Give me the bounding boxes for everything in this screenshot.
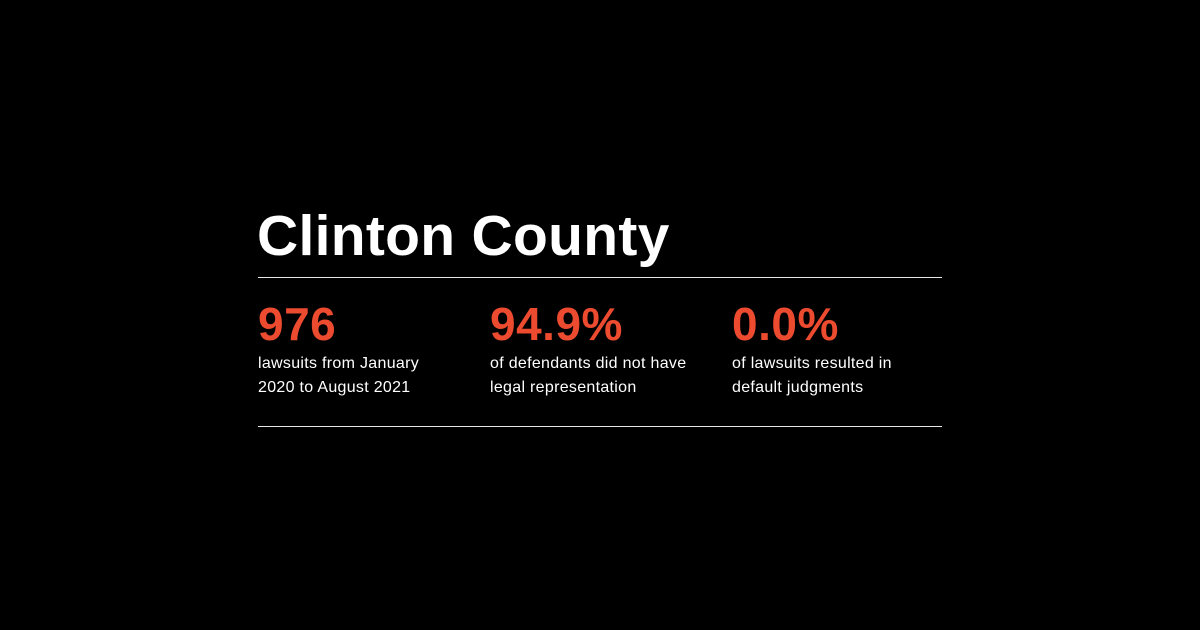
stat-description: 2020 to August 2021 (258, 379, 411, 396)
stat-figure: 976 (258, 298, 337, 350)
stat-figure: 94.9% (490, 298, 623, 350)
stat-description: of lawsuits resulted in (732, 355, 892, 372)
stat-block: 0.0% of lawsuits resulted in default judgm… (732, 296, 892, 400)
title: Clinton County (257, 204, 670, 268)
stat-description: legal representation (490, 379, 637, 396)
stat-block: 94.9% of defendants did not have legal rep… (490, 296, 686, 400)
stat-description: lawsuits from January (258, 355, 420, 372)
stat-description: of defendants did not have (490, 355, 687, 372)
stat-figure: 0.0% (732, 298, 839, 350)
stat-block: 976 lawsuits from January 2020 to August 2… (258, 296, 419, 400)
divider (258, 426, 942, 427)
divider (258, 277, 942, 278)
stat-description: default judgments (732, 379, 864, 396)
